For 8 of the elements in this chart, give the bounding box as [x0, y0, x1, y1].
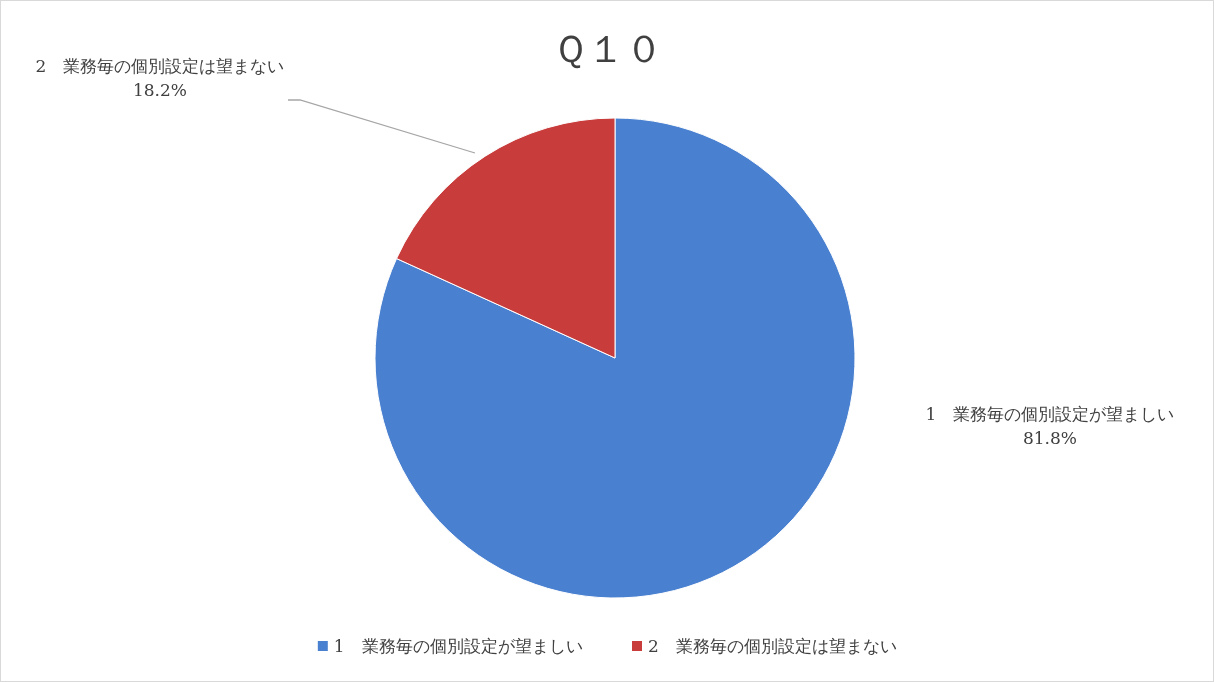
legend-label: 2 業務毎の個別設定は望まない	[648, 636, 897, 656]
legend-label: 1 業務毎の個別設定が望ましい	[333, 636, 583, 656]
slice-label: 2 業務毎の個別設定は望まない	[35, 56, 285, 76]
data-label: 81.8%	[1022, 428, 1078, 448]
chart-title: Ｑ１０	[551, 27, 663, 71]
data-label: 18.2%	[132, 80, 188, 100]
pie-slice	[374, 117, 856, 599]
slice-label: 1 業務毎の個別設定が望ましい	[925, 404, 1175, 424]
